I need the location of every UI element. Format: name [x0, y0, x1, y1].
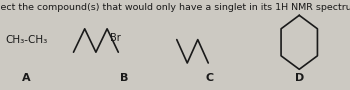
Text: Select the compound(s) that would only have a singlet in its 1H NMR spectrum.: Select the compound(s) that would only h… — [0, 3, 350, 12]
Text: Br: Br — [110, 33, 121, 43]
Text: A: A — [22, 73, 30, 83]
Text: CH₃-CH₃: CH₃-CH₃ — [5, 35, 47, 45]
Text: C: C — [206, 73, 214, 83]
Text: B: B — [120, 73, 128, 83]
Text: D: D — [295, 73, 304, 83]
